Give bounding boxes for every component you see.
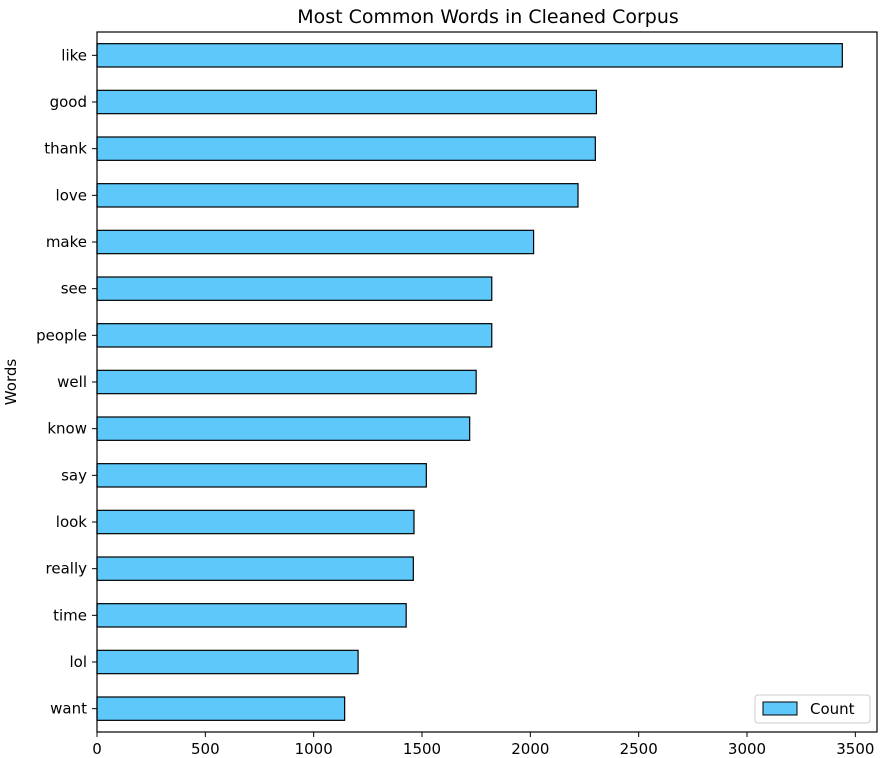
x-tick-label-2500: 2500: [620, 740, 658, 758]
x-tick-label-1500: 1500: [403, 740, 441, 758]
bar-love: [96, 183, 579, 208]
y-tick-label-thank: thank: [44, 140, 87, 158]
plot-area: like good thank love make see people well know sa…: [36, 43, 874, 758]
bar-well: [96, 369, 477, 395]
plot-frame: [96, 31, 878, 733]
y-tick-label-make: make: [46, 233, 87, 251]
y-tick-label-look: look: [56, 513, 88, 531]
y-tick-label-know: know: [47, 420, 87, 438]
y-tick-label-really: really: [46, 560, 88, 578]
bar-like: [96, 43, 843, 68]
y-tick-label-want: want: [50, 700, 87, 718]
bar-lol: [96, 649, 359, 675]
bar-see: [96, 276, 493, 301]
bar-know: [96, 416, 471, 441]
y-tick-label-love: love: [56, 186, 87, 204]
y-axis-label: Words: [2, 359, 20, 406]
bar-want: [96, 696, 346, 721]
legend-swatch: [762, 701, 798, 716]
x-tick-label-3500: 3500: [836, 740, 874, 758]
bar-people: [96, 323, 493, 348]
y-tick-label-like: like: [61, 46, 87, 64]
bar-look: [96, 509, 415, 535]
y-tick-label-time: time: [53, 606, 87, 624]
chart-title: Most Common Words in Cleaned Corpus: [297, 6, 679, 28]
bar-say: [96, 463, 427, 488]
x-tick-label-500: 500: [191, 740, 220, 758]
legend-label-count: Count: [810, 700, 855, 718]
y-tick-label-good: good: [50, 93, 87, 111]
bar-make: [96, 229, 535, 255]
x-tick-label-2000: 2000: [511, 740, 549, 758]
y-tick-label-lol: lol: [69, 653, 87, 671]
x-tick-label-3000: 3000: [728, 740, 766, 758]
x-tick-label-1000: 1000: [295, 740, 333, 758]
y-tick-label-see: see: [61, 280, 87, 298]
bar-really: [96, 556, 414, 581]
y-tick-label-well: well: [57, 373, 87, 391]
x-tick-label-0: 0: [92, 740, 102, 758]
legend: Count: [754, 694, 871, 724]
bar-time: [96, 603, 407, 628]
bar-thank: [96, 136, 596, 161]
bar-good: [96, 89, 598, 115]
y-tick-label-say: say: [61, 466, 87, 484]
y-tick-label-people: people: [36, 326, 87, 344]
